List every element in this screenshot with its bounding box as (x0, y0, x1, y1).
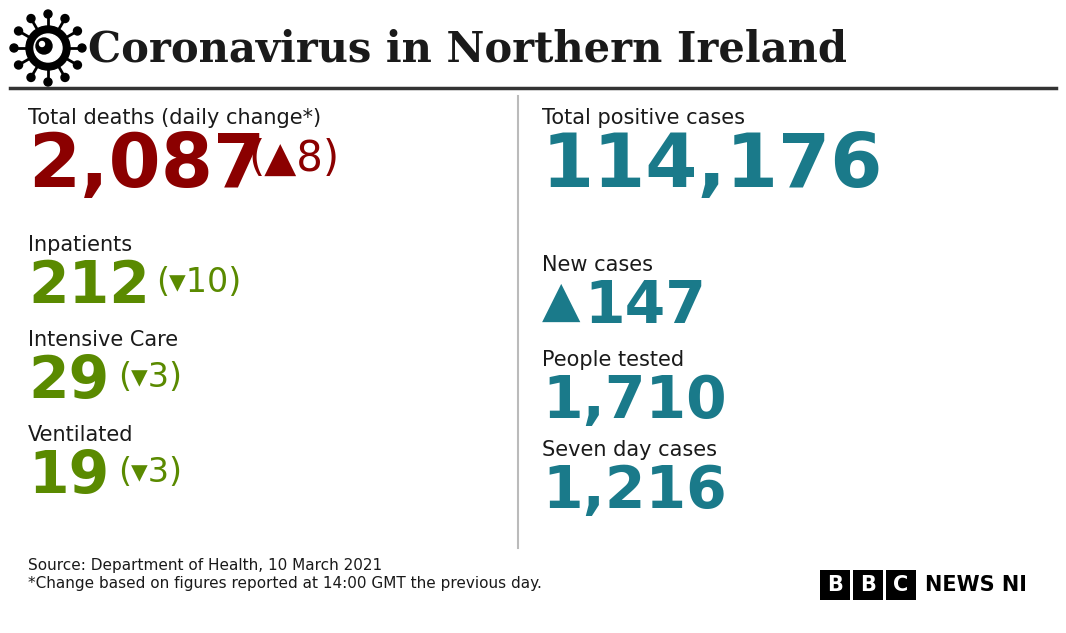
Text: (▾3): (▾3) (118, 456, 182, 489)
Circle shape (26, 26, 70, 70)
Circle shape (61, 15, 69, 23)
Circle shape (34, 34, 62, 62)
FancyBboxPatch shape (853, 570, 883, 600)
Text: ▲: ▲ (542, 278, 581, 326)
Text: B: B (827, 575, 843, 595)
Text: Total deaths (daily change*): Total deaths (daily change*) (28, 108, 321, 128)
Text: 147: 147 (584, 278, 706, 335)
Text: People tested: People tested (542, 350, 684, 370)
Circle shape (61, 73, 69, 82)
Text: 19: 19 (28, 448, 109, 505)
Circle shape (74, 61, 81, 69)
Text: New cases: New cases (542, 255, 653, 275)
Text: 114,176: 114,176 (542, 130, 884, 203)
Circle shape (15, 27, 22, 35)
Text: NEWS NI: NEWS NI (925, 575, 1027, 595)
Text: Coronavirus in Northern Ireland: Coronavirus in Northern Ireland (88, 29, 847, 71)
Circle shape (44, 10, 52, 18)
Text: 212: 212 (28, 258, 150, 315)
Text: Inpatients: Inpatients (28, 235, 132, 255)
Text: 29: 29 (28, 353, 109, 410)
Text: Source: Department of Health, 10 March 2021: Source: Department of Health, 10 March 2… (28, 558, 382, 573)
Circle shape (27, 15, 35, 23)
Text: Ventilated: Ventilated (28, 425, 133, 445)
Circle shape (15, 61, 22, 69)
Text: 1,216: 1,216 (542, 463, 727, 520)
Text: *Change based on figures reported at 14:00 GMT the previous day.: *Change based on figures reported at 14:… (28, 576, 542, 591)
Circle shape (78, 44, 86, 52)
Text: (▾3): (▾3) (118, 361, 182, 394)
Text: 2,087: 2,087 (28, 130, 265, 203)
Text: 1,710: 1,710 (542, 373, 727, 430)
FancyBboxPatch shape (886, 570, 916, 600)
Text: Seven day cases: Seven day cases (542, 440, 717, 460)
Text: (▲8): (▲8) (248, 138, 339, 180)
Circle shape (36, 38, 52, 54)
Text: Intensive Care: Intensive Care (28, 330, 178, 350)
Text: Total positive cases: Total positive cases (542, 108, 745, 128)
Text: C: C (893, 575, 908, 595)
Circle shape (10, 44, 18, 52)
Circle shape (74, 27, 81, 35)
Circle shape (27, 73, 35, 82)
Circle shape (39, 42, 45, 46)
Text: (▾10): (▾10) (156, 266, 241, 299)
Text: B: B (860, 575, 876, 595)
FancyBboxPatch shape (820, 570, 850, 600)
Circle shape (44, 78, 52, 86)
